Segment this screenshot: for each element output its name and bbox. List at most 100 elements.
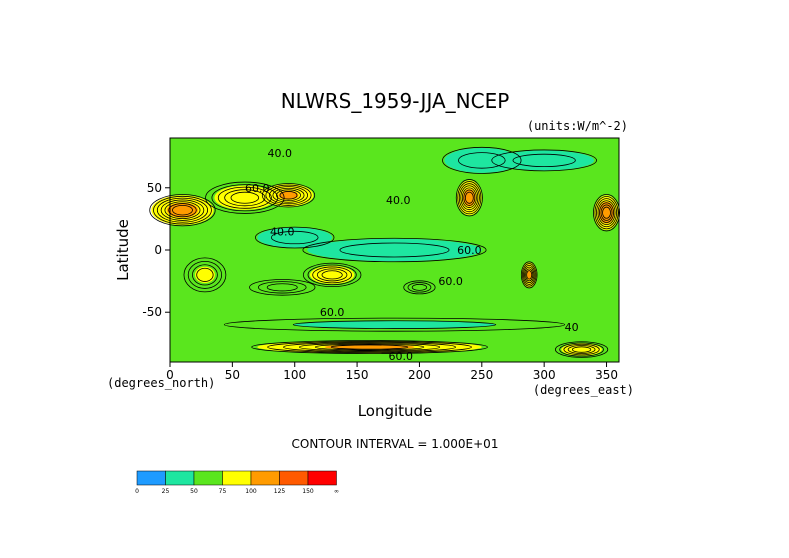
contour-line bbox=[251, 340, 488, 355]
x-tick-label: 300 bbox=[533, 368, 556, 382]
contour-line bbox=[458, 183, 480, 213]
contour-line bbox=[339, 242, 450, 258]
contour-line bbox=[268, 186, 309, 205]
field-region bbox=[278, 190, 299, 200]
y-tick-label: 50 bbox=[147, 181, 162, 195]
contour-line bbox=[261, 183, 316, 208]
y-unit-note: (degrees_north) bbox=[107, 376, 215, 390]
colorbar-label: 25 bbox=[162, 488, 170, 495]
contour-line bbox=[255, 226, 335, 249]
colorbar: 0 25 50 75 100 125 150 ∞ bbox=[135, 470, 339, 495]
field-region bbox=[526, 269, 533, 280]
contour-line bbox=[463, 189, 476, 206]
contour-label: 60.0 bbox=[457, 244, 482, 257]
colorbar-swatch bbox=[279, 470, 309, 486]
field-region bbox=[339, 243, 450, 257]
contour-line bbox=[183, 257, 227, 293]
y-tick-label: -50 bbox=[142, 305, 162, 319]
y-axis: 50 0 -50 bbox=[142, 181, 170, 319]
contour-line bbox=[522, 263, 537, 287]
contour-line bbox=[192, 264, 218, 286]
contour-line bbox=[153, 195, 212, 225]
x-tick-label: 150 bbox=[346, 368, 369, 382]
contour-label-layer: 40.0 60.0 40.0 40.0 60.0 60.0 60.0 40 60.0 bbox=[245, 147, 579, 363]
contour-line bbox=[276, 189, 301, 202]
contour-line bbox=[266, 283, 298, 292]
y-axis-label: Latitude bbox=[114, 219, 132, 281]
x-axis: 0 50 100 150 200 250 300 350 bbox=[166, 362, 618, 382]
contour-line bbox=[567, 345, 596, 354]
contour-line bbox=[599, 202, 614, 223]
contour-label: 40 bbox=[565, 321, 579, 334]
colorbar-label: 75 bbox=[219, 488, 227, 495]
contour-line bbox=[403, 280, 436, 295]
contour-line bbox=[461, 187, 477, 208]
contour-line bbox=[411, 283, 428, 291]
contour-line bbox=[330, 344, 409, 350]
contour-label: 40.0 bbox=[270, 225, 295, 238]
contour-line bbox=[458, 152, 506, 169]
colorbar-swatch bbox=[222, 470, 252, 486]
contour-line bbox=[292, 320, 497, 329]
contour-line bbox=[316, 268, 348, 282]
contour-label: 60.0 bbox=[320, 306, 345, 319]
field-region bbox=[271, 231, 319, 244]
contour-line bbox=[520, 261, 538, 289]
contour-line bbox=[196, 267, 214, 282]
contour-line bbox=[164, 201, 201, 220]
colorbar-label: ∞ bbox=[334, 488, 339, 495]
contour-line bbox=[525, 268, 534, 282]
contour-line bbox=[265, 184, 312, 206]
field-region bbox=[293, 320, 496, 329]
contour-line bbox=[312, 266, 353, 284]
contour-line bbox=[600, 204, 613, 221]
contour-line bbox=[267, 341, 472, 354]
contour-line bbox=[491, 149, 597, 172]
contour-line bbox=[149, 194, 216, 227]
field-region bbox=[458, 152, 506, 169]
chart-title: NLWRS_1959-JJA_NCEP bbox=[281, 89, 510, 113]
contour-label: 40.0 bbox=[386, 194, 411, 207]
contour-line bbox=[455, 179, 483, 217]
contour-line bbox=[524, 266, 535, 284]
contour-line bbox=[407, 282, 432, 293]
colorbar-label: 150 bbox=[302, 488, 314, 495]
contour-line bbox=[442, 146, 522, 174]
contour-line bbox=[594, 196, 619, 230]
contour-line bbox=[257, 281, 307, 294]
colorbar-label: 0 bbox=[135, 488, 139, 495]
contour-line bbox=[249, 279, 316, 296]
field-region bbox=[464, 191, 475, 205]
contour-line bbox=[526, 270, 533, 280]
field-region bbox=[324, 344, 415, 350]
field-region bbox=[228, 191, 262, 205]
contour-line bbox=[307, 264, 357, 286]
colorbar-swatch bbox=[250, 470, 280, 486]
contour-line bbox=[160, 199, 205, 221]
field-region bbox=[601, 206, 612, 220]
field-region bbox=[170, 204, 195, 216]
contour-line bbox=[563, 343, 600, 356]
x-tick-label: 100 bbox=[283, 368, 306, 382]
contour-line bbox=[457, 181, 482, 215]
colorbar-label: 125 bbox=[274, 488, 286, 495]
contour-line bbox=[559, 342, 604, 357]
colorbar-label: 50 bbox=[190, 488, 198, 495]
contour-line bbox=[205, 181, 285, 214]
contour-line bbox=[512, 153, 576, 168]
colorbar-swatch bbox=[307, 470, 337, 486]
contour-line bbox=[156, 197, 209, 223]
field-region bbox=[570, 346, 593, 353]
contour-line bbox=[464, 191, 474, 204]
contour-line bbox=[187, 260, 223, 289]
contour-line bbox=[279, 191, 298, 200]
units-note: (units:W/m^-2) bbox=[527, 119, 628, 133]
colorbar-swatch bbox=[165, 470, 195, 486]
contour-line bbox=[554, 341, 609, 358]
field-region bbox=[410, 283, 429, 292]
contour-line bbox=[223, 317, 566, 332]
contour-interval-note: CONTOUR INTERVAL = 1.000E+01 bbox=[292, 437, 499, 451]
contour-line bbox=[217, 186, 272, 209]
contour-line bbox=[593, 193, 621, 232]
contour-line bbox=[270, 230, 319, 245]
